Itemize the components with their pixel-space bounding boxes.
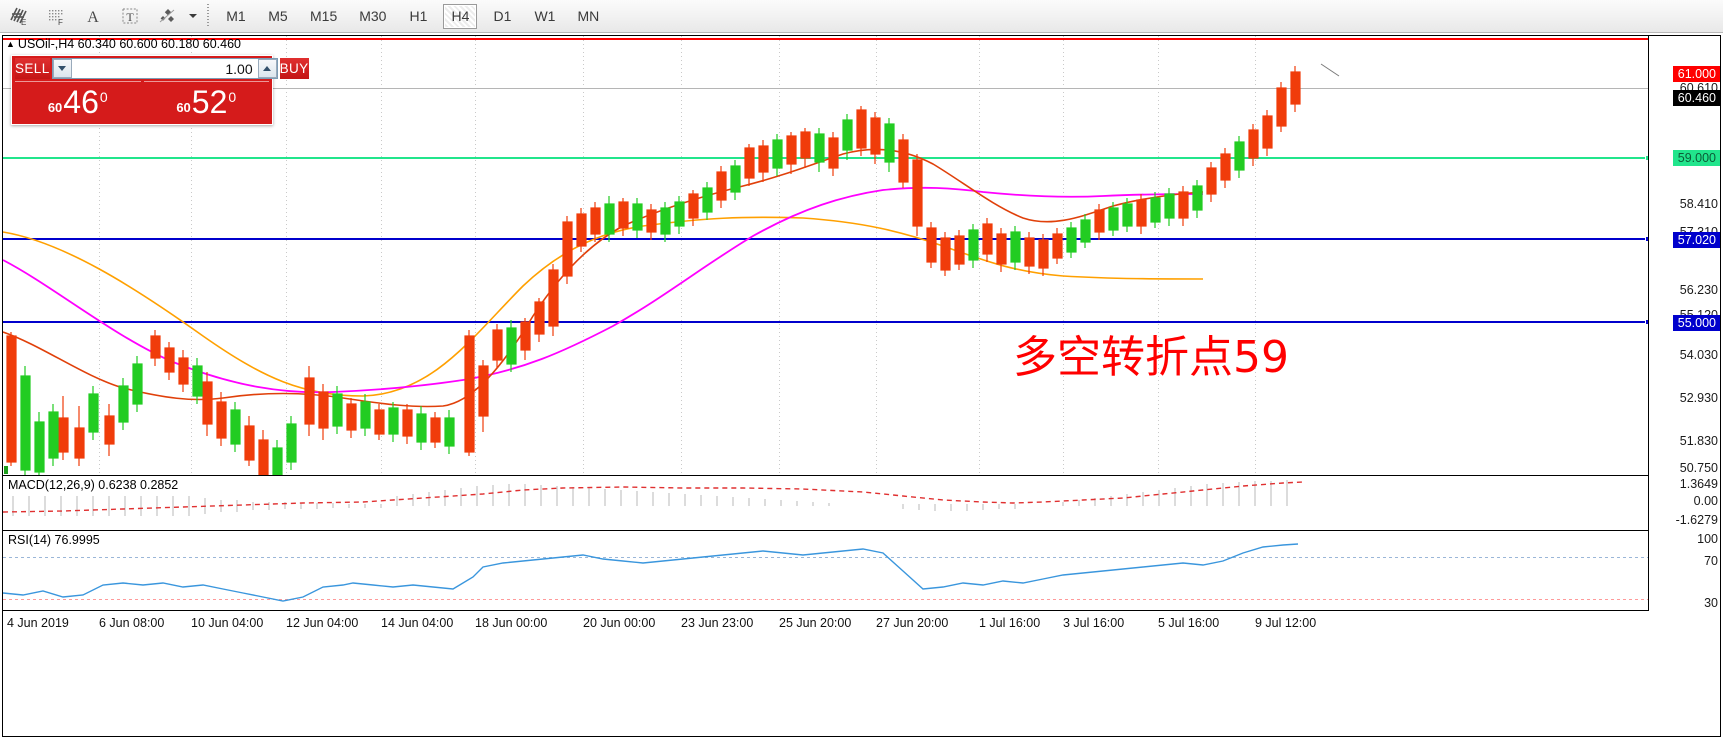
high-grid-line — [3, 88, 1648, 89]
support-line-55[interactable] — [3, 319, 1648, 325]
timeframe-mn[interactable]: MN — [577, 8, 600, 24]
svg-text:E: E — [21, 18, 26, 27]
price-label-last-close: 60.460 — [1672, 90, 1720, 106]
timeframe-m15[interactable]: M15 — [310, 8, 338, 24]
collapse-arrow-icon[interactable]: ▲ — [6, 39, 15, 49]
price-tick-58410: 58.410 — [1679, 197, 1718, 211]
volume-increase-button[interactable] — [257, 59, 277, 78]
time-label-4: 14 Jun 04:00 — [381, 616, 454, 630]
time-label-10: 1 Jul 16:00 — [979, 616, 1041, 630]
buy-price-main: 52 — [191, 83, 228, 120]
symbol-ohlc-label: ▲ USOil-,H4 60.340 60.600 60.180 60.460 — [6, 37, 241, 51]
rsi-series — [3, 543, 1299, 602]
candlestick-series — [3, 63, 1340, 475]
chart-window: ▲ USOil-,H4 60.340 60.600 60.180 60.460 — [2, 35, 1721, 737]
ask-line — [3, 38, 1648, 40]
price-tick-52930: 52.930 — [1679, 391, 1718, 405]
text-icon[interactable]: A — [74, 1, 111, 31]
time-axis[interactable]: 4 Jun 2019 6 Jun 08:00 10 Jun 04:00 12 J… — [3, 611, 1720, 638]
macd-plot-area[interactable] — [3, 476, 1648, 530]
rsi-oversold-line — [3, 599, 1648, 600]
symbol-ohlc-text: USOil-,H4 60.340 60.600 60.180 60.460 — [17, 37, 241, 51]
price-tick-51830: 51.830 — [1679, 434, 1718, 448]
time-label-11: 3 Jul 16:00 — [1063, 616, 1125, 630]
chart-scroll-marker — [4, 466, 8, 474]
timeframe-w1[interactable]: W1 — [534, 8, 556, 24]
macd-label: MACD(12,26,9) 0.6238 0.2852 — [8, 478, 179, 492]
resistance-line-59[interactable] — [3, 155, 1648, 161]
timeframe-d1[interactable]: D1 — [493, 8, 512, 24]
macd-tick-max: 1.3649 — [1679, 477, 1718, 491]
rsi-tick-70: 70 — [1704, 554, 1718, 568]
sell-price-display[interactable]: 60 46 0 — [15, 81, 141, 121]
sell-price-prefix: 60 — [47, 100, 63, 115]
price-axis[interactable]: 61.000 60.610 60.460 59.510 59.000 58.41… — [1648, 36, 1720, 476]
rsi-axis: 100 70 30 — [1648, 531, 1720, 611]
timeframe-h4[interactable]: H4 — [443, 3, 478, 29]
time-label-3: 12 Jun 04:00 — [286, 616, 359, 630]
rsi-tick-100: 100 — [1697, 532, 1718, 546]
rsi-tick-30: 30 — [1704, 596, 1718, 610]
macd-series — [3, 480, 1304, 516]
rsi-plot-area[interactable] — [3, 531, 1648, 610]
support-line-5702[interactable] — [3, 236, 1648, 242]
volume-decrease-button[interactable] — [52, 59, 72, 78]
time-label-0: 4 Jun 2019 — [7, 616, 69, 630]
price-label-59000: 59.000 — [1672, 150, 1720, 166]
time-label-1: 6 Jun 08:00 — [99, 616, 165, 630]
volume-input[interactable] — [71, 59, 258, 78]
time-label-9: 27 Jun 20:00 — [876, 616, 949, 630]
toolbar-separator — [207, 4, 209, 28]
price-plot-area[interactable]: 多空转折点59 — [3, 36, 1648, 475]
trade-panel-top-row: SELL BUY — [12, 56, 309, 81]
main-toolbar: E F A — [0, 0, 1723, 33]
time-label-12: 5 Jul 16:00 — [1158, 616, 1220, 630]
chart-annotation-text: 多空转折点59 — [1013, 332, 1289, 383]
macd-pane: MACD(12,26,9) 0.6238 0.2852 — [3, 476, 1720, 531]
price-label-ask: 61.000 — [1672, 66, 1720, 82]
macd-tick-zero: 0.00 — [1693, 494, 1718, 508]
time-label-7: 23 Jun 23:00 — [681, 616, 754, 630]
price-tick-56230: 56.230 — [1679, 283, 1718, 297]
text-label-icon[interactable]: T — [111, 1, 148, 31]
price-label-57020: 57.020 — [1672, 232, 1720, 248]
volume-stepper[interactable] — [51, 58, 278, 79]
time-label-8: 25 Jun 20:00 — [779, 616, 852, 630]
macd-tick-min: -1.6279 — [1675, 513, 1718, 527]
svg-text:A: A — [87, 9, 99, 26]
sell-price-main: 46 — [63, 83, 99, 120]
price-tick-50750: 50.750 — [1679, 461, 1718, 475]
trade-panel-price-row: 60 46 0 60 52 0 — [12, 81, 272, 124]
svg-text:T: T — [126, 10, 134, 24]
indicators-icon[interactable]: E — [0, 1, 37, 31]
buy-button[interactable]: BUY — [279, 58, 309, 79]
time-label-6: 20 Jun 00:00 — [583, 616, 656, 630]
time-label-13: 9 Jul 12:00 — [1255, 616, 1317, 630]
rsi-pane: RSI(14) 76.9995 100 70 30 — [3, 531, 1720, 611]
one-click-trading-panel: SELL BUY 60 46 0 60 52 0 — [11, 55, 309, 125]
timeframe-m30[interactable]: M30 — [359, 8, 387, 24]
timeframe-m1[interactable]: M1 — [226, 8, 246, 24]
objects-icon[interactable] — [148, 1, 185, 31]
time-label-5: 18 Jun 00:00 — [475, 616, 548, 630]
buy-price-prefix: 60 — [176, 100, 191, 115]
time-label-2: 10 Jun 04:00 — [191, 616, 264, 630]
timeframe-m5[interactable]: M5 — [268, 8, 288, 24]
rsi-overbought-line — [3, 557, 1648, 558]
price-pane: ▲ USOil-,H4 60.340 60.600 60.180 60.460 — [3, 36, 1720, 476]
svg-text:F: F — [58, 18, 63, 27]
sell-price-sup: 0 — [99, 89, 108, 105]
price-tick-54030: 54.030 — [1679, 348, 1718, 362]
macd-axis: 1.3649 0.00 -1.6279 — [1648, 476, 1720, 531]
periodicity-icon[interactable]: F — [37, 1, 74, 31]
timeframe-h1[interactable]: H1 — [409, 8, 428, 24]
rsi-label: RSI(14) 76.9995 — [8, 533, 100, 547]
buy-price-sup: 0 — [228, 89, 237, 105]
sell-button[interactable]: SELL — [15, 58, 50, 79]
objects-dropdown-caret[interactable] — [185, 1, 201, 31]
buy-price-display[interactable]: 60 52 0 — [143, 81, 269, 121]
price-label-55000: 55.000 — [1672, 315, 1720, 331]
